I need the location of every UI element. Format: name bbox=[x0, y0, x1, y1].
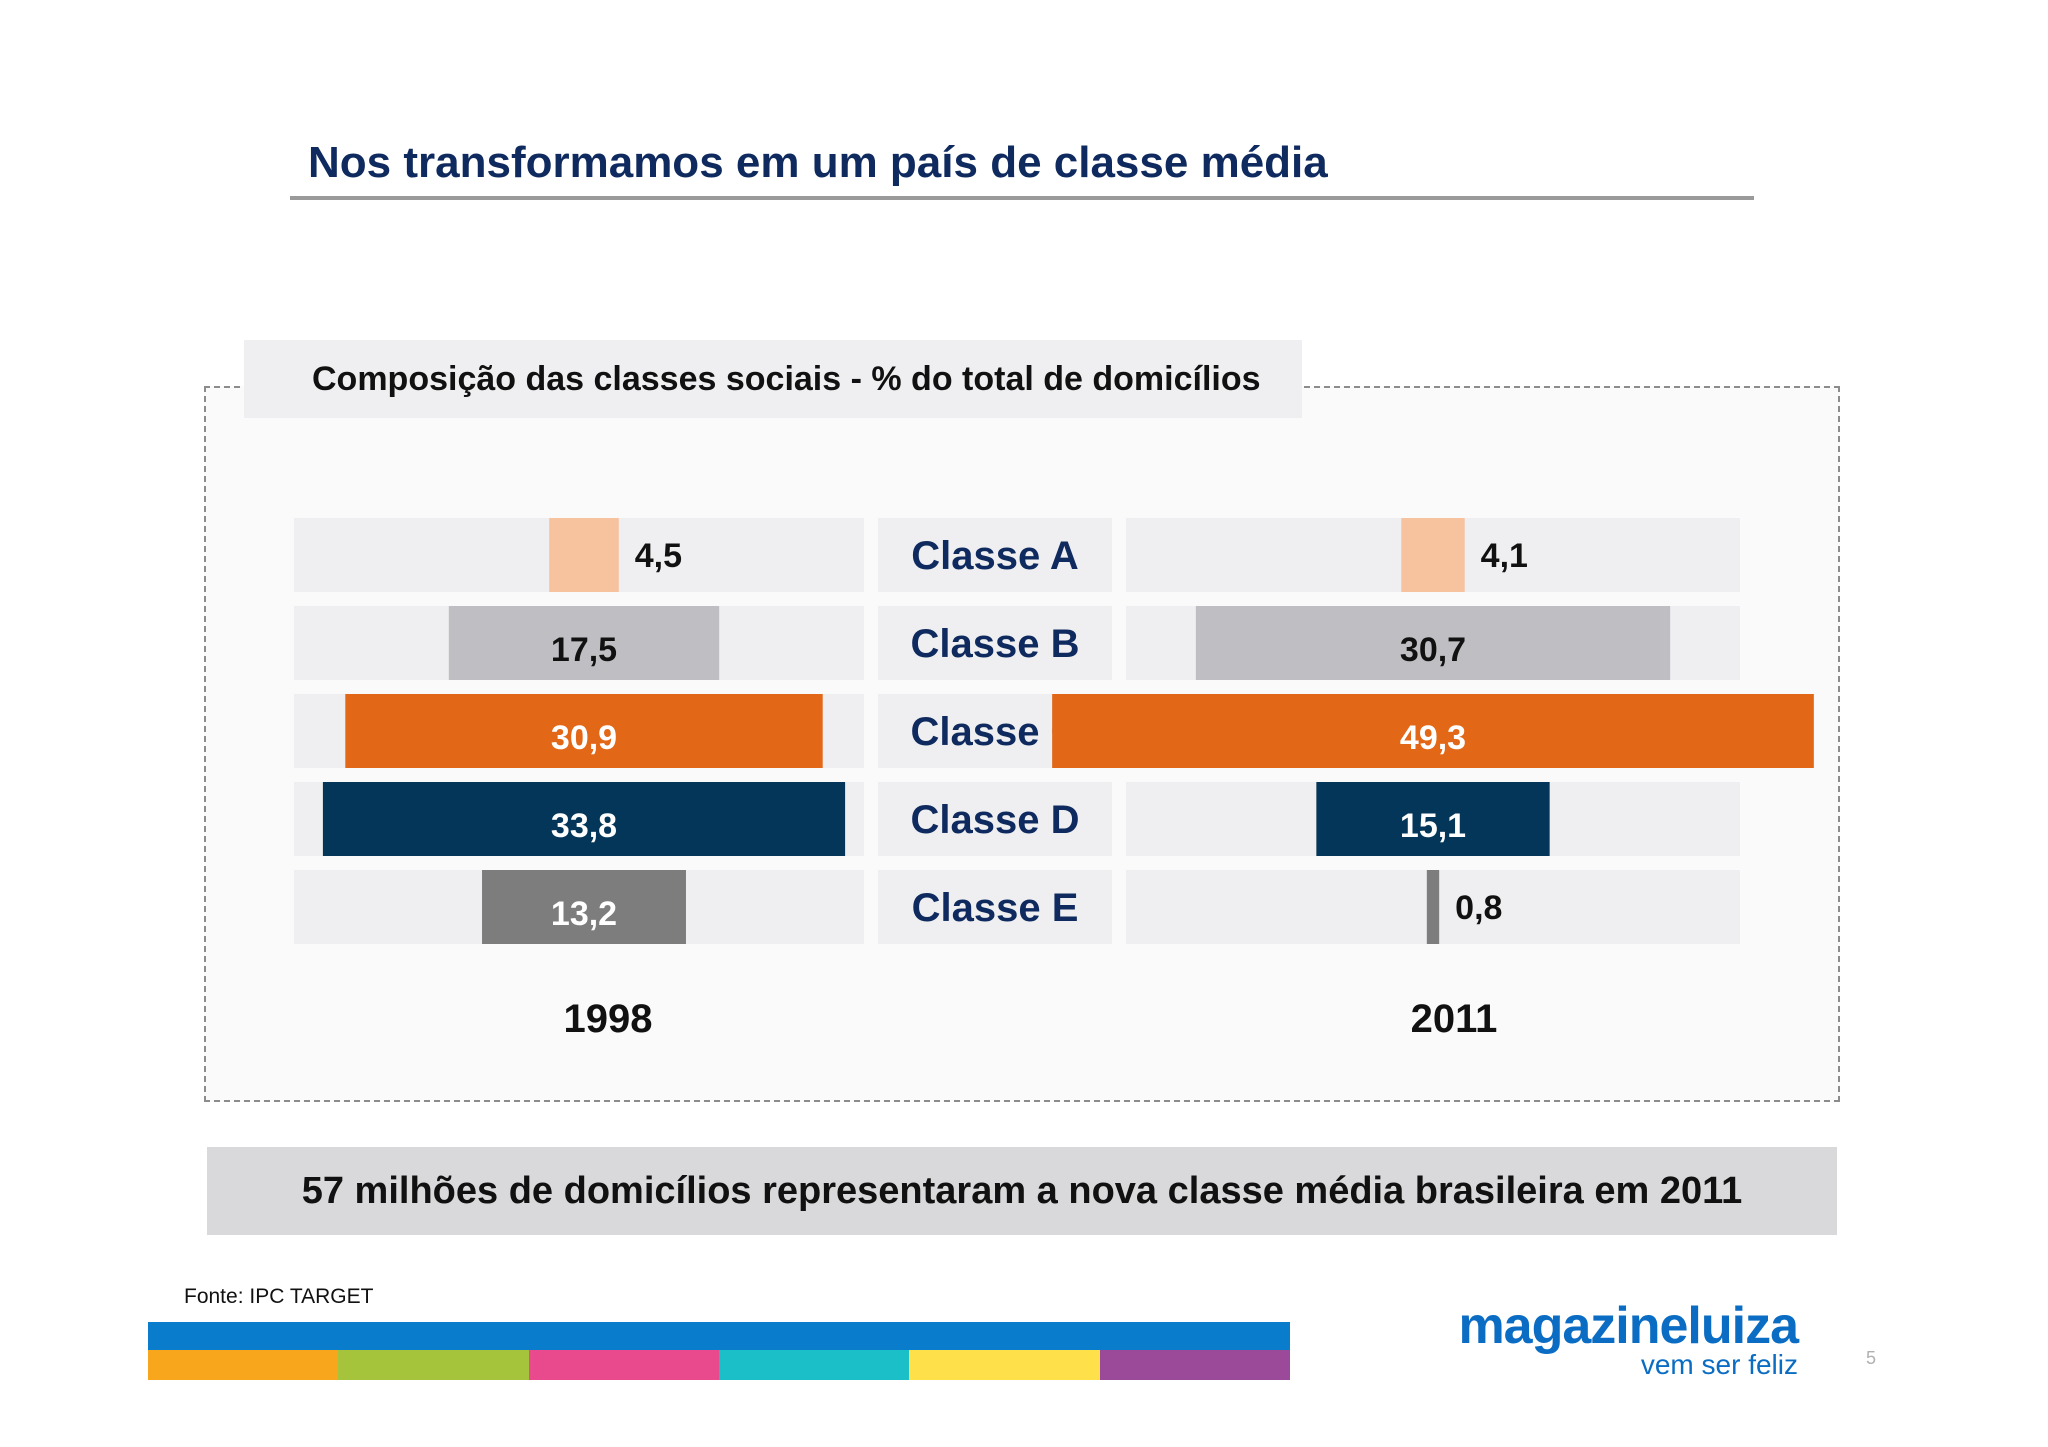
bar-1998-5 bbox=[482, 870, 686, 944]
data-label: 30,7 bbox=[1400, 631, 1466, 669]
bar-2011-3 bbox=[1052, 694, 1814, 768]
data-label: 33,8 bbox=[551, 807, 617, 845]
bar-1998-4 bbox=[322, 782, 846, 856]
category-label: Classe E bbox=[912, 886, 1079, 930]
data-label: 15,1 bbox=[1400, 807, 1466, 845]
category-track bbox=[878, 518, 1112, 592]
brand-stripe-segment bbox=[528, 1350, 719, 1380]
brand-stripe-segment bbox=[148, 1350, 339, 1380]
data-label: 4,5 bbox=[635, 537, 682, 575]
page-number: 5 bbox=[1866, 1348, 1877, 1368]
highlight-callout: 57 milhões de domicílios representaram a… bbox=[207, 1147, 1837, 1235]
source-note: Fonte: IPC TARGET bbox=[184, 1285, 374, 1308]
category-track bbox=[878, 782, 1112, 856]
brand-logo: magazineluiza vem ser feliz bbox=[1390, 1297, 1799, 1380]
category-label: Classe D bbox=[911, 798, 1080, 842]
bar-1998-1 bbox=[549, 518, 619, 592]
bar-2011-4 bbox=[1316, 782, 1550, 856]
data-label: 0,8 bbox=[1455, 889, 1502, 927]
brand-stripe-segment bbox=[338, 1350, 529, 1380]
page-title: Nos transformamos em um país de classe m… bbox=[308, 138, 1328, 187]
data-label: 17,5 bbox=[551, 631, 617, 669]
data-label: 30,9 bbox=[551, 719, 617, 757]
series-label: 2011 bbox=[1411, 997, 1498, 1041]
category-track bbox=[878, 870, 1112, 944]
bar-1998-3 bbox=[345, 694, 823, 768]
category-label: Classe B bbox=[911, 622, 1080, 666]
bar-2011-2 bbox=[1195, 606, 1671, 680]
bar-2011-5 bbox=[1426, 870, 1440, 944]
brand-stripe-segment bbox=[1099, 1350, 1290, 1380]
brand-stripe-top bbox=[148, 1322, 1290, 1350]
category-label: Classe A bbox=[911, 534, 1079, 578]
data-label: 49,3 bbox=[1400, 719, 1466, 757]
brand-stripe-segment bbox=[909, 1350, 1100, 1380]
series-label: 1998 bbox=[564, 997, 653, 1041]
chart-title: Composição das classes sociais - % do to… bbox=[244, 340, 1302, 418]
category-track bbox=[878, 606, 1112, 680]
logo-tagline: vem ser feliz bbox=[1640, 1349, 1798, 1380]
brand-stripe-segment bbox=[718, 1350, 910, 1380]
brand-stripe-colors bbox=[148, 1350, 1290, 1380]
logo-wordmark: magazineluiza bbox=[1458, 1297, 1799, 1355]
bar-2011-1 bbox=[1401, 518, 1465, 592]
data-label: 4,1 bbox=[1481, 537, 1528, 575]
data-label: 13,2 bbox=[551, 895, 617, 933]
title-divider bbox=[290, 196, 1754, 200]
bar-1998-2 bbox=[448, 606, 720, 680]
category-label: Classe C bbox=[911, 710, 1080, 754]
